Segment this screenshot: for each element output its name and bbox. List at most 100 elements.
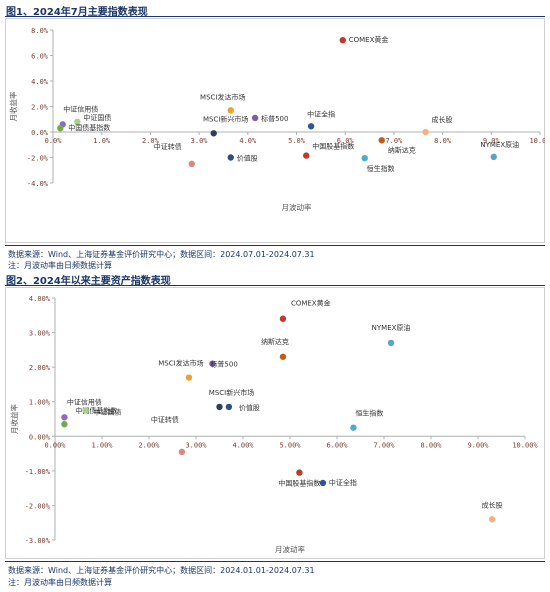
data-point-label: 中国股基指数 bbox=[312, 142, 354, 151]
data-point bbox=[225, 403, 233, 411]
data-point bbox=[227, 154, 234, 161]
x-tick-label: 3.00% bbox=[185, 441, 207, 449]
y-tick-label: 2.0% bbox=[31, 104, 49, 112]
data-point bbox=[319, 479, 327, 487]
x-tick-label: 1.0% bbox=[93, 137, 111, 145]
data-point bbox=[488, 516, 496, 523]
data-point bbox=[279, 315, 287, 322]
data-point bbox=[378, 137, 385, 144]
data-point-label: 中证信用债 bbox=[67, 397, 102, 406]
data-point-label: 成长股 bbox=[482, 500, 503, 509]
data-point-label: 中证国债 bbox=[94, 407, 122, 416]
x-tick-label: 4.0% bbox=[239, 137, 257, 145]
y-tick-label: 2.00% bbox=[29, 364, 51, 372]
data-point bbox=[57, 124, 64, 132]
data-point bbox=[210, 130, 217, 137]
data-point-label: 中证全指 bbox=[329, 478, 357, 487]
data-point-label: 纳斯达克 bbox=[261, 337, 289, 346]
figure-1-chart: 8.0% 6.0% 4.0% 2.0% 0.0% -2.0% -4.0% 0.0% 1.0% 2.… bbox=[5, 18, 545, 243]
y-tick-label: -1.00% bbox=[25, 468, 51, 476]
data-point-label: 中国股基指数 bbox=[278, 479, 320, 488]
data-point-label: 标普500 bbox=[210, 360, 237, 369]
data-point-label: 恒生指数 bbox=[367, 164, 395, 173]
data-point-label: 标普500 bbox=[261, 114, 288, 123]
data-point bbox=[307, 123, 315, 130]
data-point bbox=[296, 469, 303, 476]
x-tick-label: 7.00% bbox=[373, 441, 395, 449]
data-point bbox=[227, 107, 234, 114]
data-point-label: MSCI发达市场 bbox=[158, 359, 203, 368]
data-point bbox=[387, 339, 395, 347]
figure-1-source-note: 数据来源：Wind、上海证券基金评价研究中心；数据区间：2024.07.01-2… bbox=[8, 250, 315, 259]
figure-1-scatter-plot: 8.0% 6.0% 4.0% 2.0% 0.0% -2.0% -4.0% 0.0% 1.0% 2.… bbox=[5, 18, 545, 243]
data-point-label: 价值股 bbox=[237, 154, 258, 163]
y-tick-label: -2.0% bbox=[27, 155, 49, 163]
data-point-label: 中证转债 bbox=[154, 142, 182, 151]
x-tick-label: 5.0% bbox=[288, 137, 306, 145]
data-point bbox=[178, 448, 186, 456]
x-tick-label: 2.0% bbox=[142, 137, 160, 145]
x-tick-label: 10.00% bbox=[512, 441, 538, 449]
data-point bbox=[361, 154, 368, 162]
data-point bbox=[490, 153, 497, 161]
data-point bbox=[339, 37, 346, 44]
y-axis-title: 月收益率 bbox=[9, 404, 19, 434]
data-point bbox=[82, 407, 89, 414]
data-point-label: 价值股 bbox=[239, 403, 260, 412]
data-point-label: 中证国债 bbox=[83, 113, 111, 122]
data-point-label: NYMEX原油 bbox=[480, 140, 519, 149]
figure-1-bottom-rule bbox=[5, 245, 545, 246]
y-tick-label: 1.00% bbox=[29, 399, 51, 407]
data-point bbox=[185, 374, 193, 381]
figure-2-scatter-plot: 4.00% 3.00% 2.00% 1.00% 0.00% -1.00% -2.00% -3.… bbox=[5, 287, 545, 559]
data-point bbox=[188, 160, 195, 168]
data-point bbox=[251, 114, 259, 122]
data-point-label: 中证转债 bbox=[151, 415, 179, 424]
y-tick-label: 0.0% bbox=[31, 129, 49, 137]
y-tick-label: 4.0% bbox=[31, 78, 49, 86]
x-tick-label: 6.00% bbox=[326, 441, 348, 449]
y-tick-label: -4.0% bbox=[27, 180, 49, 188]
chart-frame bbox=[5, 287, 545, 559]
x-tick-label: 8.0% bbox=[434, 137, 452, 145]
x-tick-label: 9.00% bbox=[467, 441, 489, 449]
x-tick-label: 3.0% bbox=[191, 137, 209, 145]
y-tick-label: 0.00% bbox=[29, 433, 51, 441]
figure-2-chart: 4.00% 3.00% 2.00% 1.00% 0.00% -1.00% -2.00% -3.… bbox=[5, 287, 545, 559]
figure-2-title: 图2、2024年以来主要资产指数表现 bbox=[6, 276, 171, 287]
data-point-label: MSCI新兴市场 bbox=[209, 388, 254, 397]
x-tick-label: 10.0% bbox=[529, 137, 545, 145]
data-point bbox=[216, 403, 223, 411]
x-tick-label: 9.0% bbox=[483, 137, 501, 145]
data-point-label: 中国债基指数 bbox=[68, 123, 110, 132]
y-tick-label: 8.0% bbox=[31, 27, 49, 35]
data-point bbox=[303, 152, 310, 159]
figure-2-footnote: 注：月波动率由日频数据计算 bbox=[8, 578, 112, 587]
x-tick-label: 1.00% bbox=[91, 441, 113, 449]
y-tick-label: 6.0% bbox=[31, 53, 49, 61]
x-axis-title: 月波动率 bbox=[282, 202, 312, 212]
x-tick-label: 2.00% bbox=[138, 441, 160, 449]
figure-2-bottom-rule bbox=[5, 561, 545, 562]
data-point bbox=[209, 360, 216, 367]
data-point-label: COMEX黄金 bbox=[291, 299, 331, 308]
chart-frame bbox=[5, 18, 545, 243]
data-point bbox=[61, 420, 68, 428]
x-tick-label: 5.00% bbox=[279, 441, 301, 449]
data-point-label: MSCI发达市场 bbox=[200, 92, 245, 101]
y-tick-label: -2.00% bbox=[25, 502, 51, 510]
figure-2-title-rule bbox=[5, 285, 545, 286]
figure-1-title: 图1、2024年7月主要指数表现 bbox=[6, 7, 148, 18]
figure-2-source-note: 数据来源：Wind、上海证券基金评价研究中心；数据区间：2024.01.01-2… bbox=[8, 566, 315, 575]
y-tick-label: 4.00% bbox=[29, 295, 51, 303]
data-point-label: 恒生指数 bbox=[355, 409, 383, 418]
data-point-label: 中证信用债 bbox=[63, 104, 98, 113]
data-point-label: MSCI新兴市场 bbox=[203, 114, 248, 123]
data-point-label: 中证全指 bbox=[307, 109, 335, 118]
x-tick-label: 8.00% bbox=[420, 441, 442, 449]
y-axis-title: 月收益率 bbox=[8, 91, 18, 121]
data-point-label: 中国债基指数 bbox=[75, 406, 117, 415]
data-point bbox=[350, 424, 357, 431]
data-point-label: COMEX黄金 bbox=[349, 35, 389, 44]
y-tick-label: -3.00% bbox=[25, 537, 51, 545]
